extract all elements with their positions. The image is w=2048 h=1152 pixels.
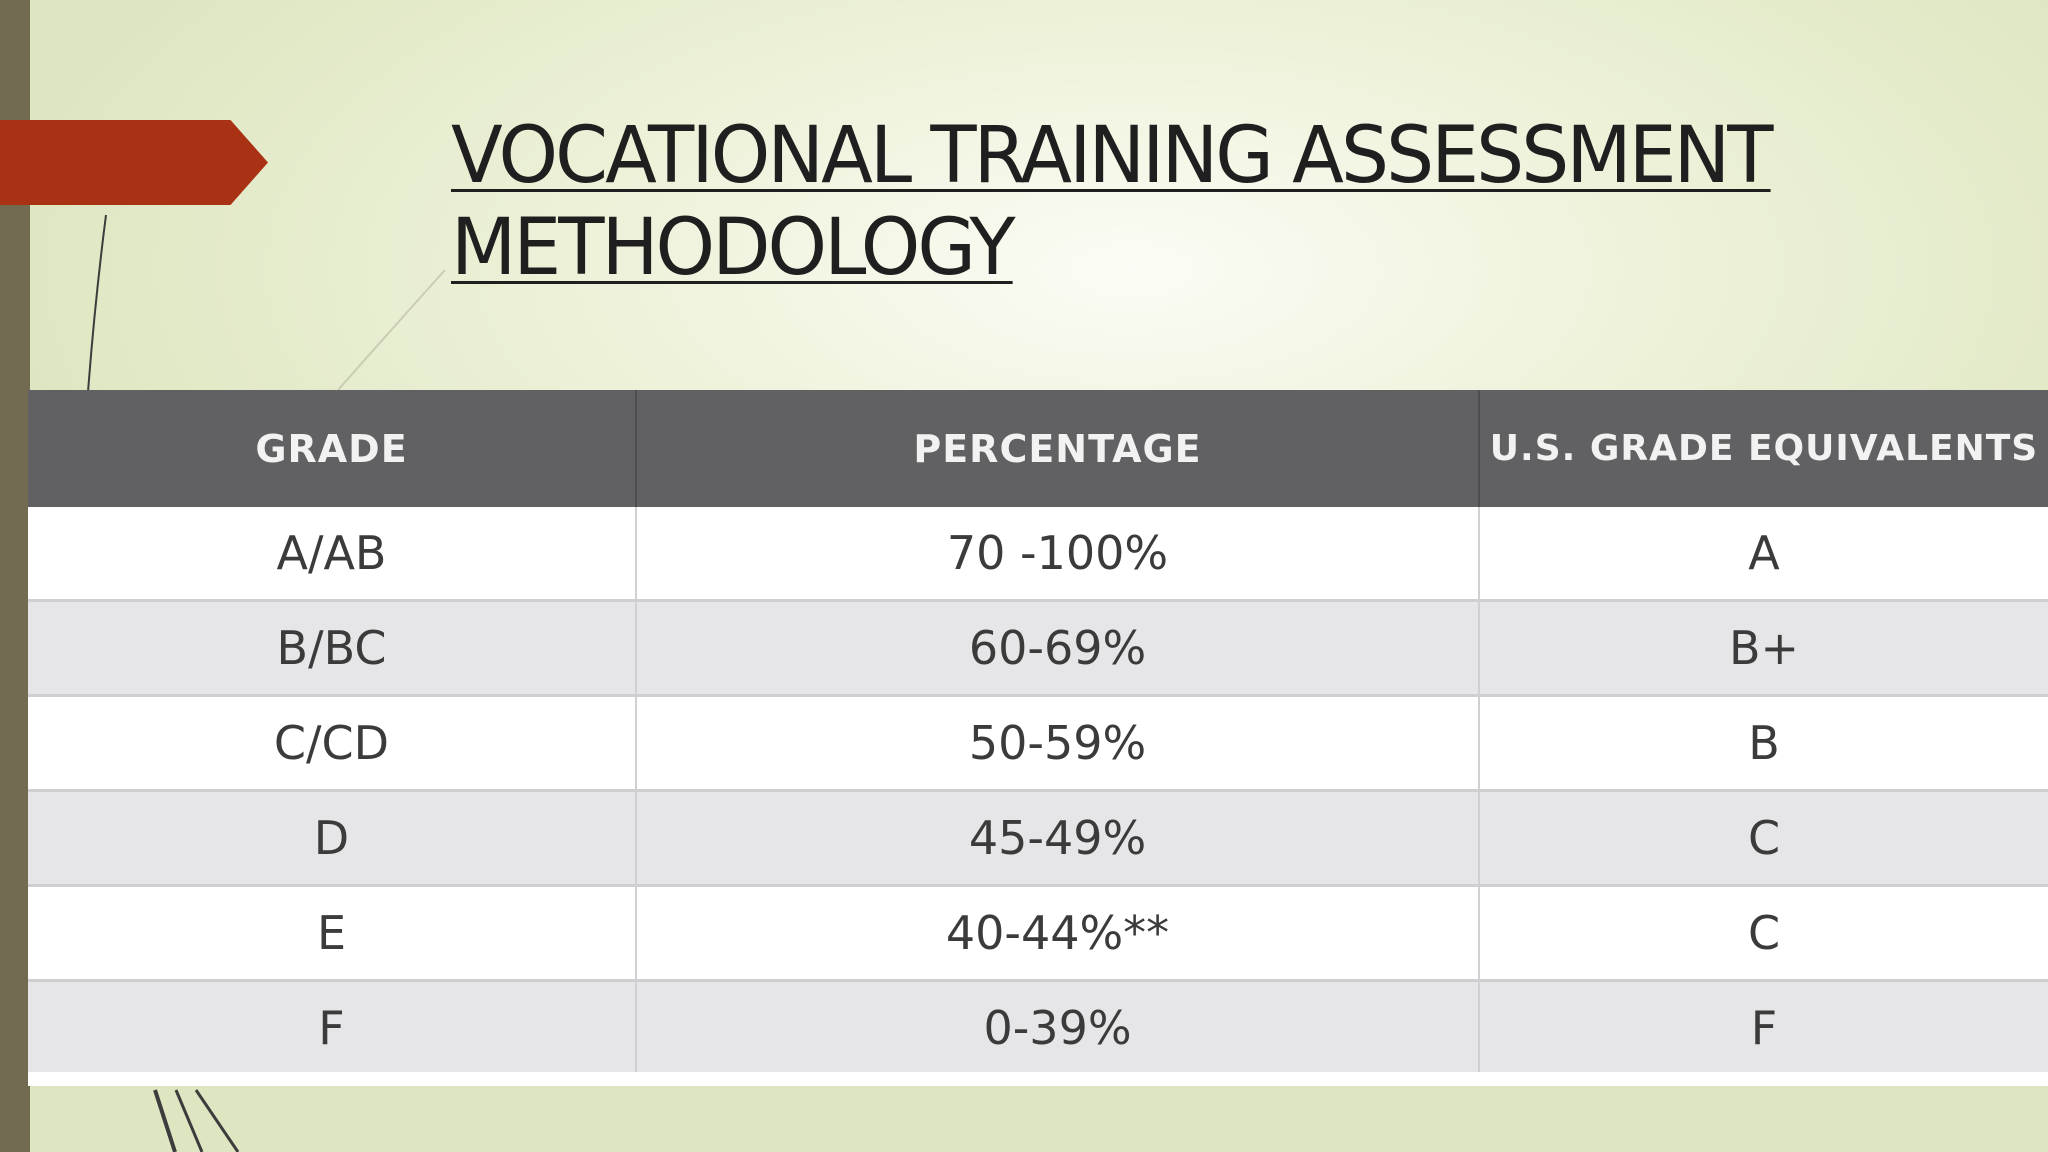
table-row: A/AB 70 -100% A — [28, 507, 2048, 602]
header-grade: GRADE — [28, 390, 637, 507]
grade-cell: A/AB — [28, 507, 637, 602]
title-arrow-marker — [0, 120, 268, 205]
grade-cell: E — [28, 885, 637, 982]
percentage-cell: 60-69% — [636, 600, 1480, 697]
slide-title-text: VOCATIONAL TRAINING ASSESSMENT METHODOLO… — [451, 111, 1773, 293]
table-header-row: GRADE PERCENTAGE U.S. GRADE EQUIVALENTS — [28, 390, 2048, 507]
percentage-cell: 45-49% — [636, 790, 1480, 887]
table-row: F 0-39% F — [28, 980, 2048, 1077]
grade-table-container: GRADE PERCENTAGE U.S. GRADE EQUIVALENTS … — [28, 390, 2048, 1086]
grade-cell: F — [28, 980, 637, 1077]
slide-title: VOCATIONAL TRAINING ASSESSMENT METHODOLO… — [451, 110, 1906, 294]
grade-table: GRADE PERCENTAGE U.S. GRADE EQUIVALENTS … — [28, 390, 2048, 1077]
us-grade-cell: B — [1479, 695, 2048, 792]
table-bottom-strip — [28, 1072, 2048, 1086]
table-row: E 40-44%** C — [28, 885, 2048, 982]
us-grade-cell: C — [1479, 885, 2048, 982]
header-percentage: PERCENTAGE — [636, 390, 1480, 507]
us-grade-cell: F — [1479, 980, 2048, 1077]
percentage-cell: 0-39% — [636, 980, 1480, 1077]
table-row: D 45-49% C — [28, 790, 2048, 887]
table-row: C/CD 50-59% B — [28, 695, 2048, 792]
percentage-cell: 70 -100% — [636, 507, 1480, 602]
grade-cell: C/CD — [28, 695, 637, 792]
percentage-cell: 40-44%** — [636, 885, 1480, 982]
grade-cell: D — [28, 790, 637, 887]
header-us-grade-equivalents: U.S. GRADE EQUIVALENTS — [1479, 390, 2048, 507]
table-row: B/BC 60-69% B+ — [28, 600, 2048, 697]
percentage-cell: 50-59% — [636, 695, 1480, 792]
us-grade-cell: A — [1479, 507, 2048, 602]
us-grade-cell: C — [1479, 790, 2048, 887]
us-grade-cell: B+ — [1479, 600, 2048, 697]
grade-cell: B/BC — [28, 600, 637, 697]
